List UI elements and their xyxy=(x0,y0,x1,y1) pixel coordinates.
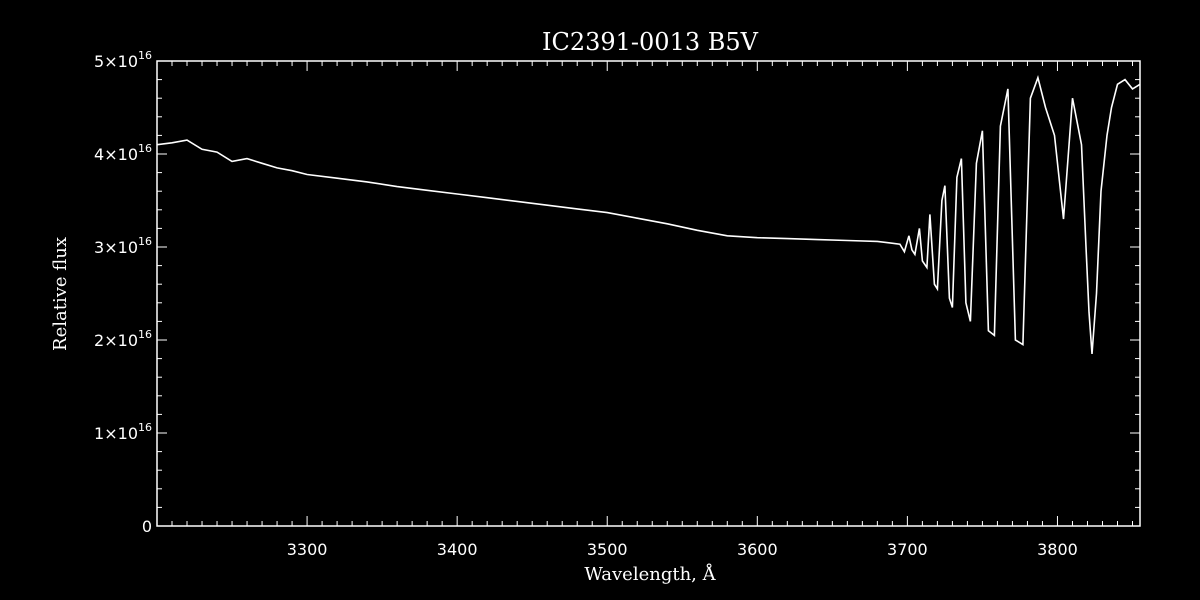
x-axis-label: Wavelength, Å xyxy=(584,563,716,585)
y-tick-label: 5×1016 xyxy=(94,49,152,71)
x-axis-ticks xyxy=(156,61,1133,526)
x-tick-label: 3500 xyxy=(587,540,628,559)
y-axis-label: Relative flux xyxy=(50,237,71,351)
y-tick-label: 4×1016 xyxy=(94,142,152,164)
x-tick-label: 3400 xyxy=(437,540,478,559)
y-tick-label: 3×1016 xyxy=(94,235,152,257)
plot-frame xyxy=(156,60,1141,527)
x-tick-label: 3600 xyxy=(737,540,778,559)
x-axis-tick-labels: 3300 3400 3500 3600 3700 3800 xyxy=(287,540,1078,559)
x-tick-label: 3300 xyxy=(287,540,328,559)
y-tick-label: 0 xyxy=(142,517,152,536)
x-tick-label: 3700 xyxy=(887,540,928,559)
spectrum-line xyxy=(156,74,1141,354)
y-axis-tick-labels: 0 1×1016 2×1016 3×1016 4×1016 5×1016 xyxy=(94,49,152,536)
y-tick-label: 1×1016 xyxy=(94,421,152,443)
chart-title: IC2391-0013 B5V xyxy=(542,28,759,56)
x-tick-label: 3800 xyxy=(1037,540,1078,559)
y-tick-label: 2×1016 xyxy=(94,328,152,350)
y-axis-ticks xyxy=(157,60,1140,527)
